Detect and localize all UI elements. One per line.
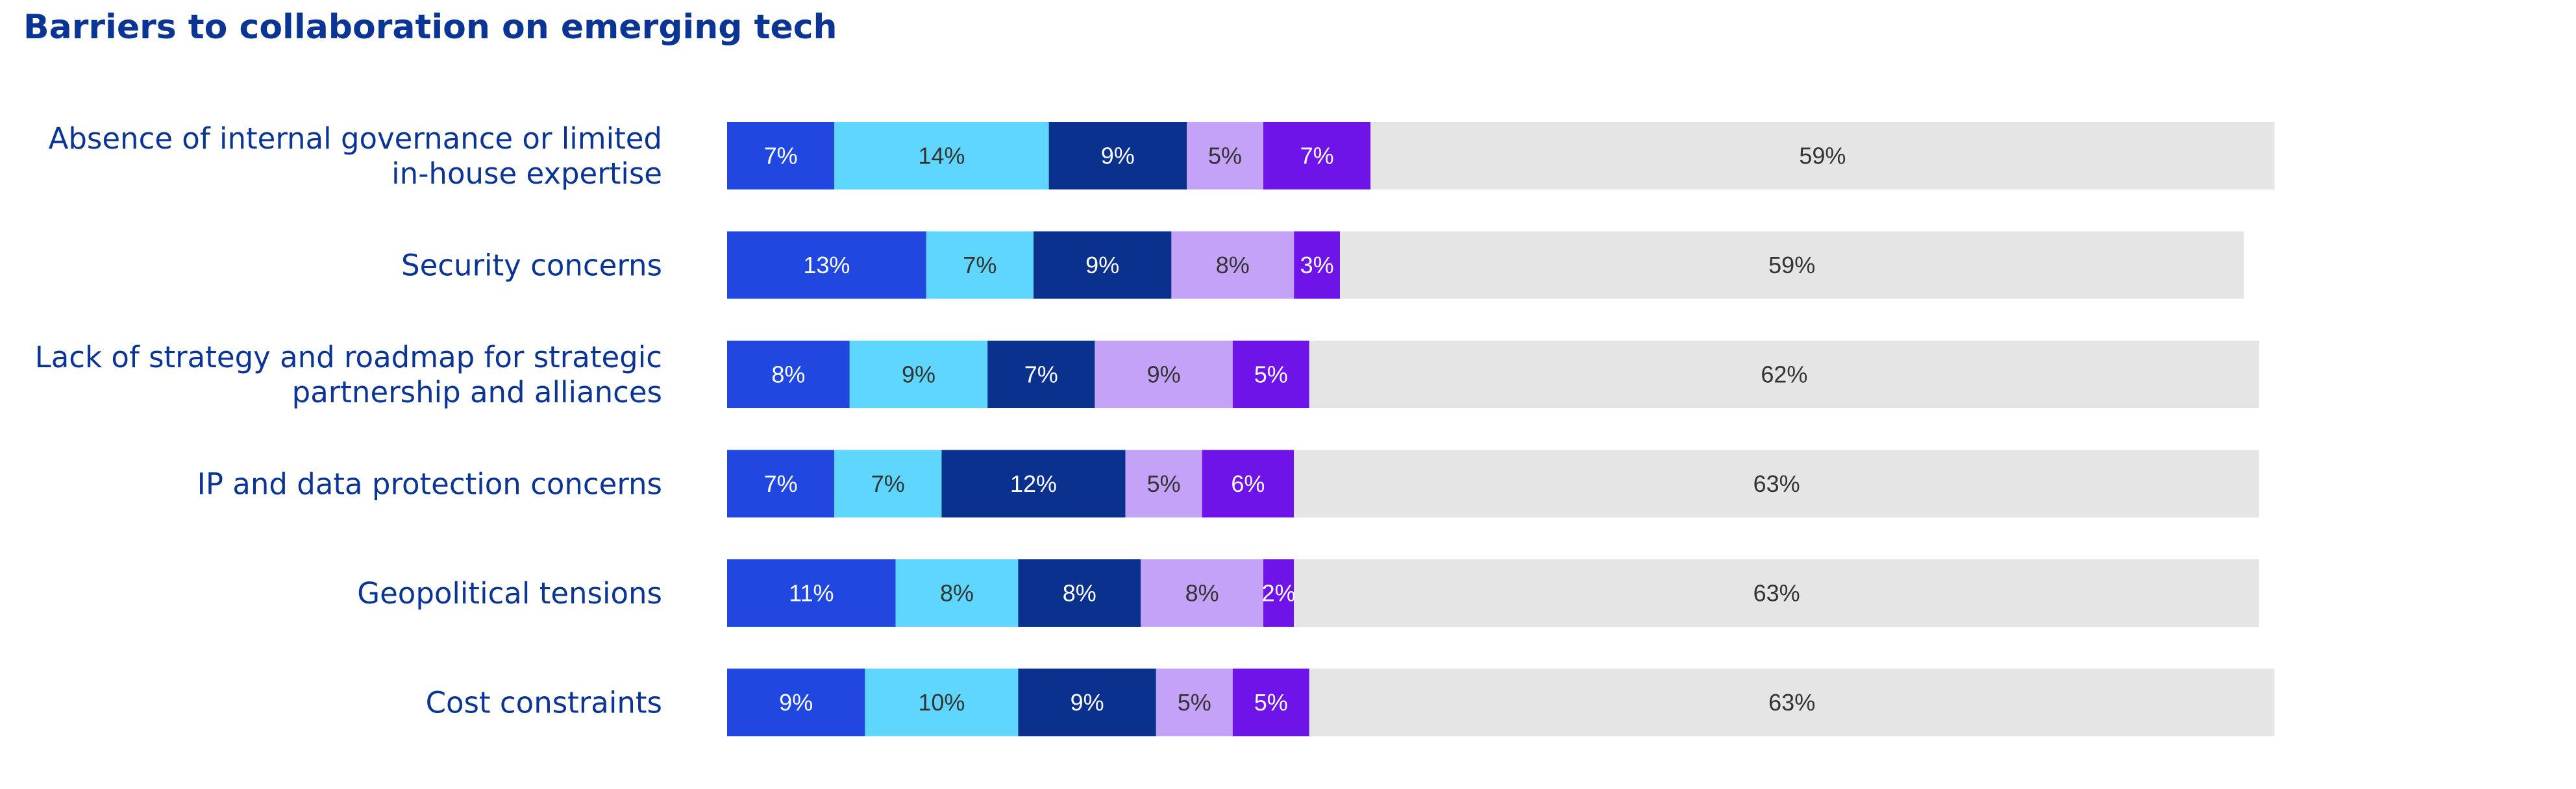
- bar-segment: [727, 231, 926, 299]
- data-label: 7%: [764, 143, 798, 169]
- data-label: 59%: [1768, 252, 1815, 278]
- bar-segment: [1232, 668, 1309, 736]
- data-label: 8%: [1063, 580, 1096, 607]
- category-label-line: Geopolitical tensions: [357, 576, 662, 611]
- bar-segment: [1340, 231, 2244, 299]
- bar-segment: [1034, 231, 1172, 299]
- bar-row-lack-of-strategy-and-roadmap-for-strategic-partnership-and-alliances: Lack of strategy and roadmap for strateg…: [35, 340, 2259, 409]
- data-label: 63%: [1753, 580, 1800, 607]
- data-label: 8%: [940, 580, 974, 607]
- bar-row-absence-of-internal-governance-or-limited-in-house-expertise: Absence of internal governance or limite…: [49, 121, 2275, 191]
- data-label: 3%: [1300, 252, 1334, 278]
- bar-segment: [834, 122, 1049, 189]
- data-label: 8%: [1216, 252, 1250, 278]
- data-label: 7%: [1024, 361, 1058, 388]
- category-label-line: Cost constraints: [426, 686, 662, 720]
- data-label: 5%: [1208, 143, 1242, 169]
- bar-row-ip-and-data-protection-concerns: IP and data protection concerns 7% 7% 12% 5%…: [197, 450, 2259, 518]
- bar-segment: [1048, 122, 1187, 189]
- category-label: Lack of strategy and roadmap for strateg…: [35, 340, 662, 409]
- data-label: 13%: [803, 252, 850, 278]
- bar-row-security-concerns: Security concerns 13% 7% 9% 8% 3% 59%: [401, 231, 2244, 299]
- bar-segment: [987, 341, 1095, 408]
- bar-segment: [895, 559, 1019, 627]
- data-label: 8%: [1185, 580, 1219, 607]
- category-label-line: Lack of strategy and roadmap for strateg…: [35, 340, 662, 374]
- bar-segment: [1187, 122, 1263, 189]
- bar-segment: [1294, 231, 1340, 299]
- bar-segment: [834, 450, 942, 518]
- data-label: 7%: [963, 252, 997, 278]
- data-label: 63%: [1753, 470, 1800, 497]
- data-label: 5%: [1254, 361, 1288, 388]
- bar-segment: [1125, 450, 1202, 518]
- bar-row-cost-constraints: Cost constraints 9% 10% 9% 5% 5% 63%: [426, 668, 2275, 736]
- data-label: 63%: [1768, 689, 1815, 716]
- data-label: 10%: [918, 689, 965, 716]
- bar-segment: [727, 450, 835, 518]
- bar-segment: [1294, 559, 2259, 627]
- bar-segment: [1202, 450, 1294, 518]
- bar-segment: [1095, 341, 1233, 408]
- category-label: Absence of internal governance or limite…: [49, 121, 662, 191]
- data-label: 8%: [771, 361, 805, 388]
- data-label: 14%: [918, 143, 965, 169]
- data-label: 7%: [1300, 143, 1334, 169]
- data-label: 9%: [902, 361, 935, 388]
- category-label-line: IP and data protection concerns: [197, 467, 662, 502]
- category-label-line: Absence of internal governance or limite…: [49, 121, 662, 156]
- bar-segment: [1141, 559, 1263, 627]
- bar-segment: [865, 668, 1019, 736]
- data-label: 9%: [1071, 689, 1104, 716]
- data-label: 59%: [1799, 143, 1846, 169]
- bar-segment: [1018, 668, 1156, 736]
- bar-segment: [1232, 341, 1309, 408]
- data-label: 9%: [1101, 143, 1135, 169]
- bar-segment: [727, 122, 835, 189]
- bar-segment: [849, 341, 988, 408]
- bar-segment: [1263, 122, 1371, 189]
- category-label-line: partnership and alliances: [292, 375, 662, 409]
- category-label: IP and data protection concerns: [197, 467, 662, 502]
- chart-title: Barriers to collaboration on emerging te…: [23, 8, 837, 47]
- data-label: 5%: [1178, 689, 1211, 716]
- bar-segment: [941, 450, 1126, 518]
- bar-segment: [926, 231, 1034, 299]
- bar-segment: [727, 559, 896, 627]
- data-label: 7%: [871, 470, 905, 497]
- data-label: 6%: [1231, 470, 1265, 497]
- bar-segment: [727, 341, 850, 408]
- bar-segment: [727, 668, 865, 736]
- bar-segment: [1294, 450, 2259, 518]
- category-label-line: Security concerns: [401, 249, 662, 283]
- data-label: 9%: [1085, 252, 1119, 278]
- bar-segment: [1156, 668, 1233, 736]
- data-label: 62%: [1761, 361, 1807, 388]
- data-label: 5%: [1147, 470, 1181, 497]
- data-label: 9%: [779, 689, 813, 716]
- category-label: Geopolitical tensions: [357, 576, 662, 611]
- bar-segment: [1309, 341, 2259, 408]
- data-label: 11%: [789, 580, 834, 607]
- data-label: 5%: [1254, 689, 1288, 716]
- category-label: Security concerns: [401, 249, 662, 283]
- bar-segment: [1171, 231, 1294, 299]
- bar-segment: [1263, 559, 1294, 627]
- category-label-line: in-house expertise: [391, 156, 662, 191]
- data-label: 2%: [1262, 580, 1296, 607]
- data-label: 12%: [1010, 470, 1057, 497]
- bar-row-geopolitical-tensions: Geopolitical tensions 11% 8% 8% 8% 2% 63%: [357, 559, 2259, 627]
- bar-segment: [1309, 668, 2275, 736]
- bar-segment: [1370, 122, 2275, 189]
- bar-segment: [1018, 559, 1141, 627]
- data-label: 9%: [1147, 361, 1181, 388]
- category-label: Cost constraints: [426, 686, 662, 720]
- data-label: 7%: [764, 470, 798, 497]
